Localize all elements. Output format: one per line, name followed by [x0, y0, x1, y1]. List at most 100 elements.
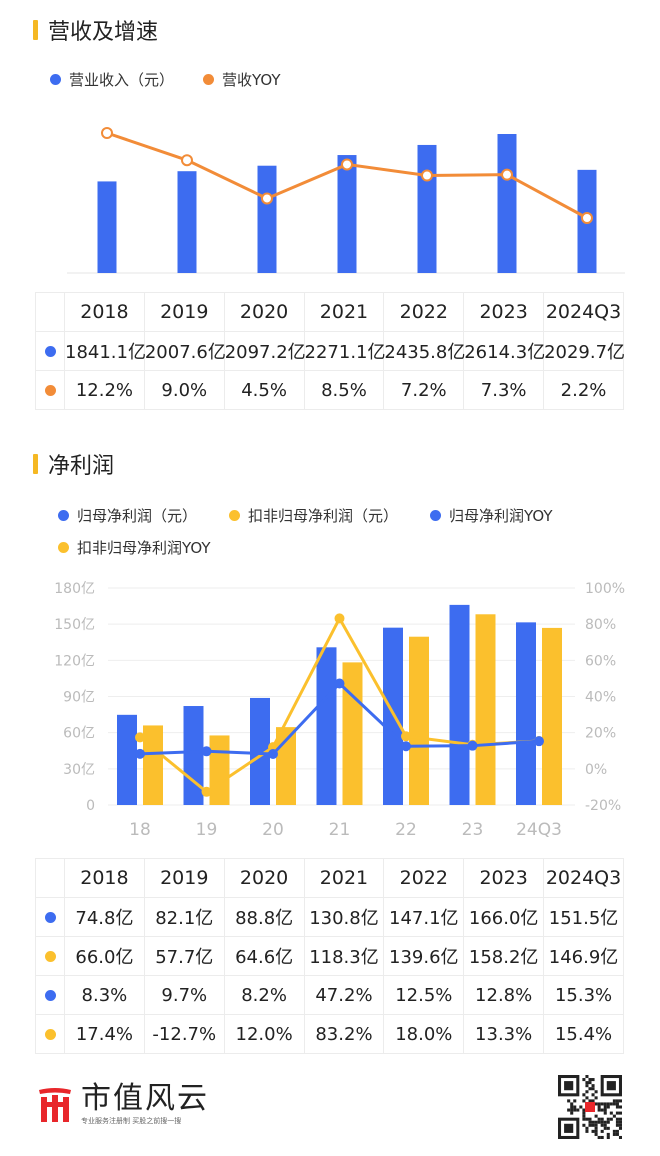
legend-dot-yellow-icon [229, 510, 240, 521]
yoy-point[interactable] [334, 678, 345, 689]
net-profit-bar[interactable] [383, 627, 403, 805]
yoy-point[interactable] [135, 732, 145, 743]
x-tick-label: 20 [262, 820, 284, 840]
legend-label: 营收YOY [222, 71, 281, 89]
table-cell: 74.8亿 [64, 897, 145, 937]
yoy-point[interactable] [268, 749, 278, 760]
yoy-point[interactable] [401, 741, 411, 752]
y-left-tick-label: 30亿 [63, 762, 95, 778]
revenue-yoy-point[interactable] [181, 154, 193, 167]
table-cell: 15.4% [543, 1014, 624, 1054]
table-header-cell: 2019 [143, 858, 225, 898]
table-row: 66.0亿 57.7亿 64.6亿 118.3亿 139.6亿 158.2亿 146.9亿 [35, 936, 624, 976]
net-profit-bar[interactable] [250, 697, 270, 805]
legend-label: 归母净利润YOY [449, 507, 553, 525]
x-tick-label: 22 [395, 820, 417, 840]
deducted-net-profit-bar[interactable] [475, 614, 496, 805]
section2-title: 净利润 [33, 450, 115, 479]
legend-item-revenue-yoy[interactable]: 营收YOY [203, 69, 281, 90]
table-header-cell: 2022 [383, 292, 465, 332]
legend-item-deducted-net-profit-yoy[interactable]: 扣非归母净利润YOY [58, 537, 211, 558]
net-profit-table: 2018 2019 2020 2021 2022 2023 2024Q3 74.8亿 82.1亿… [35, 858, 624, 1054]
revenue-bar[interactable] [97, 181, 117, 273]
revenue-bar[interactable] [497, 134, 517, 273]
yoy-point[interactable] [201, 746, 212, 757]
revenue-bar[interactable] [417, 144, 437, 273]
y-left-tick-label: 120亿 [54, 653, 95, 669]
table-cell: 47.2% [303, 975, 385, 1015]
net-profit-bar[interactable] [117, 714, 137, 805]
deducted-net-profit-bar[interactable] [209, 735, 230, 805]
brand-slogan: 专业服务注册制 买股之前搜一搜 [81, 1117, 182, 1125]
revenue-yoy-point[interactable] [101, 127, 113, 139]
revenue-yoy-point[interactable] [341, 158, 353, 171]
net-profit-bar[interactable] [316, 647, 337, 805]
series-dot-icon [44, 1028, 56, 1040]
title-accent-bar [33, 454, 38, 474]
table-cell: 18.0% [383, 1014, 465, 1054]
table-cell: 8.3% [64, 975, 145, 1015]
revenue-yoy-point[interactable] [581, 212, 593, 224]
y-left-tick-label: 180亿 [54, 581, 95, 597]
y-right-tick-label: 80% [585, 617, 616, 633]
revenue-bar[interactable] [257, 165, 277, 273]
table-cell: 15.3% [543, 975, 624, 1015]
table-header-cell: 2021 [303, 858, 385, 898]
qr-code-icon[interactable] [558, 1075, 622, 1139]
table-header-cell: 2022 [383, 858, 465, 898]
net-profit-bar[interactable] [516, 622, 536, 805]
yoy-point[interactable] [401, 731, 411, 742]
table-cell: 8.5% [303, 370, 385, 410]
legend-item-net-profit-yoy[interactable]: 归母净利润YOY [430, 505, 553, 526]
section1-title-text: 营收及增速 [48, 20, 159, 45]
deducted-net-profit-bar[interactable] [542, 627, 562, 805]
table-cell: 118.3亿 [303, 936, 385, 976]
yoy-point[interactable] [534, 736, 544, 747]
table-cell: 139.6亿 [383, 936, 465, 976]
table-cell: 13.3% [463, 1014, 545, 1054]
y-right-tick-label: -20% [585, 798, 621, 814]
shizhi-logo-icon [35, 1084, 75, 1124]
deducted-net-profit-bar[interactable] [409, 636, 429, 805]
table-cell: 147.1亿 [383, 897, 465, 937]
revenue-bar[interactable] [337, 155, 357, 273]
table-cell: 2097.2亿 [223, 331, 306, 371]
section1-title: 营收及增速 [33, 16, 159, 45]
net-profit-bar[interactable] [449, 604, 470, 805]
revenue-bar[interactable] [177, 171, 197, 273]
legend-item-net-profit[interactable]: 归母净利润（元） [58, 505, 197, 526]
table-header-cell: 2021 [303, 292, 385, 332]
table-cell: 1841.1亿 [64, 331, 146, 371]
table-cell: 2271.1亿 [303, 331, 386, 371]
y-right-tick-label: 0% [585, 762, 607, 778]
yoy-point[interactable] [334, 613, 345, 624]
legend-dot-blue-icon [58, 510, 69, 521]
legend-label: 归母净利润（元） [77, 507, 198, 525]
table-corner-cell [35, 858, 65, 898]
title-accent-bar [33, 20, 38, 40]
table-cell: 2007.6亿 [143, 331, 226, 371]
net-profit-bar[interactable] [183, 706, 204, 805]
row-marker [35, 370, 65, 410]
revenue-yoy-point[interactable] [501, 168, 513, 181]
section2-title-text: 净利润 [48, 454, 115, 479]
table-cell: -12.7% [143, 1014, 225, 1054]
yoy-point[interactable] [201, 786, 212, 797]
yoy-point[interactable] [467, 740, 478, 751]
yoy-point[interactable] [135, 748, 145, 759]
table-row: 12.2% 9.0% 4.5% 8.5% 7.2% 7.3% 2.2% [35, 370, 624, 410]
brand-name: 市值风云 [81, 1081, 209, 1116]
table-cell: 4.5% [223, 370, 305, 410]
legend-dot-blue-icon [430, 510, 441, 521]
revenue-yoy-point[interactable] [261, 192, 273, 205]
revenue-yoy-point[interactable] [421, 169, 433, 182]
table-header-cell: 2024Q3 [543, 292, 624, 332]
x-tick-label: 18 [129, 820, 151, 840]
legend-item-revenue[interactable]: 营业收入（元） [50, 69, 174, 90]
deducted-net-profit-bar[interactable] [143, 725, 163, 805]
series-dot-icon [44, 345, 56, 357]
legend-item-deducted-net-profit[interactable]: 扣非归母净利润（元） [229, 505, 398, 526]
deducted-net-profit-bar[interactable] [342, 662, 363, 805]
table-cell: 88.8亿 [223, 897, 305, 937]
table-cell: 166.0亿 [463, 897, 545, 937]
